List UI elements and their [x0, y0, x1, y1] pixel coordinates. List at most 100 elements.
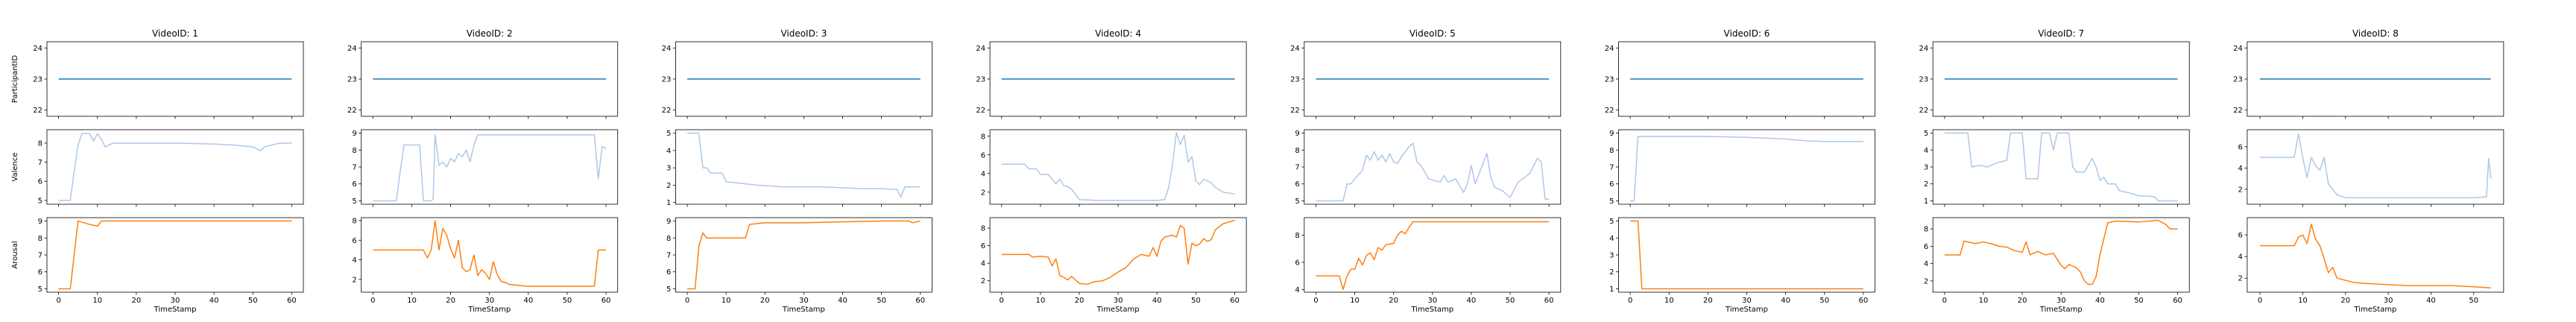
x-tick-label: 40	[523, 297, 533, 305]
y-tick-label: 4	[2238, 165, 2243, 173]
valence-series-line-video-3	[687, 132, 921, 198]
y-tick-label: 8	[1609, 147, 1614, 155]
y-tick-label: 23	[1290, 76, 1300, 84]
panel-valence-video-8: 2 4 6	[2238, 129, 2504, 207]
y-tick-label: 2	[1609, 268, 1614, 277]
y-tick-label: 5	[352, 198, 356, 206]
y-tick-label: 2	[2238, 275, 2243, 283]
x-tick-label: 30	[2056, 297, 2066, 305]
panel-valence-video-2: 5 6 7 8 9	[352, 129, 619, 207]
panel-arousal-video-2: 2 4 6 8 0 10 20 30 40 50 60 TimeStamp	[352, 217, 619, 314]
panel-arousal-video-5: 4 6 8 0 10 20 30 40 50 60 TimeStamp	[1295, 217, 1562, 314]
y-tick-label: 23	[976, 76, 985, 84]
y-tick-label: 7	[1609, 164, 1614, 172]
panel-valence-video-4: 2 4 6 8	[981, 129, 1247, 207]
y-tick-label: 9	[666, 218, 671, 226]
x-tick-label: 50	[1191, 297, 1201, 305]
y-tick-label: 8	[1924, 226, 1928, 234]
valence-series-line-video-4	[1001, 132, 1235, 201]
y-tick-label: 4	[1295, 286, 1299, 294]
y-tick-label: 7	[1295, 164, 1299, 172]
arousal-series-line-video-6	[1630, 220, 1863, 290]
y-tick-label: 22	[2233, 107, 2243, 115]
valence-series-line-video-8	[2260, 133, 2492, 199]
x-tick-label: 10	[92, 297, 102, 305]
y-tick-label: 7	[38, 252, 42, 260]
y-tick-label: 4	[666, 147, 671, 155]
axes-frame	[1304, 129, 1562, 205]
y-tick-label: 6	[2238, 143, 2243, 151]
panel-valence-video-3: 1 2 3 4 5	[666, 129, 932, 207]
x-tick-label: 0	[56, 297, 60, 305]
y-tick-label: 5	[666, 130, 671, 138]
y-tick-label: 4	[2238, 253, 2243, 262]
y-tick-label: 23	[1605, 76, 1614, 84]
y-tick-label: 6	[1295, 259, 1299, 268]
x-tick-label: 40	[209, 297, 219, 305]
x-tick-label: 30	[171, 297, 180, 305]
x-tick-label: 60	[1858, 297, 1868, 305]
arousal-series-line-video-3	[687, 220, 921, 290]
arousal-series-line-video-2	[373, 220, 607, 287]
x-tick-label: 10	[407, 297, 417, 305]
valence-series-line-video-1	[58, 133, 292, 201]
y-tick-label: 5	[1924, 130, 1928, 138]
x-tick-label: 40	[1467, 297, 1477, 305]
x-tick-label: 10	[2298, 297, 2308, 305]
y-tick-label: 9	[352, 130, 356, 138]
arousal-series-line-video-7	[1944, 219, 2178, 285]
x-tick-label: 40	[838, 297, 847, 305]
panel-arousal-video-1: 5 6 7 8 9 0 10 20 30 40 50 60 TimeStamp Arousal	[11, 217, 304, 314]
valence-series-line-video-5	[1316, 142, 1550, 202]
x-tick-label: 40	[2426, 297, 2436, 305]
y-tick-label: 6	[352, 180, 356, 189]
y-tick-label: 8	[1295, 232, 1299, 240]
y-tick-label: 5	[1295, 198, 1299, 206]
x-axis-label: TimeStamp	[1410, 306, 1453, 314]
y-tick-label: 5	[38, 285, 42, 294]
y-tick-label: 5	[1609, 198, 1614, 206]
y-tick-label: 24	[1605, 45, 1614, 53]
x-tick-label: 30	[1742, 297, 1752, 305]
y-axis-label: Valence	[11, 152, 19, 181]
y-tick-label: 24	[1290, 45, 1300, 53]
y-tick-label: 5	[38, 197, 42, 205]
y-tick-label: 6	[38, 178, 42, 186]
panel-title: VideoID: 6	[1724, 28, 1770, 39]
axes-frame	[46, 129, 304, 205]
y-tick-label: 4	[1924, 260, 1928, 268]
x-tick-label: 60	[287, 297, 297, 305]
axes-frame	[1932, 217, 2190, 293]
x-tick-label: 0	[1628, 297, 1632, 305]
x-tick-label: 0	[1942, 297, 1947, 305]
x-tick-label: 60	[2173, 297, 2182, 305]
x-tick-label: 0	[1313, 297, 1318, 305]
axes-frame	[1618, 217, 1875, 293]
x-tick-label: 60	[1544, 297, 1554, 305]
y-tick-label: 4	[1609, 235, 1614, 243]
y-tick-label: 8	[981, 225, 985, 233]
y-tick-label: 8	[352, 217, 356, 225]
x-tick-label: 40	[1152, 297, 1162, 305]
panel-title: VideoID: 8	[2352, 28, 2399, 39]
valence-series-line-video-2	[373, 134, 607, 202]
valence-series-line-video-7	[1944, 132, 2178, 202]
x-tick-label: 50	[2134, 297, 2144, 305]
x-tick-label: 40	[2095, 297, 2105, 305]
y-tick-label: 2	[981, 277, 985, 285]
y-tick-label: 23	[662, 76, 672, 84]
x-tick-label: 20	[760, 297, 770, 305]
axes-frame	[675, 129, 932, 205]
x-axis-label: TimeStamp	[2039, 306, 2083, 314]
y-tick-label: 9	[1609, 130, 1614, 138]
panel-participantid-video-3: 22 23 24 VideoID: 3	[662, 28, 932, 119]
x-tick-label: 50	[563, 297, 572, 305]
panel-valence-video-6: 5 6 7 8 9	[1609, 129, 1875, 207]
y-tick-label: 23	[1919, 76, 1928, 84]
y-axis-label: ParticipantID	[11, 55, 19, 103]
y-tick-label: 6	[981, 242, 985, 250]
y-tick-label: 2	[2238, 186, 2243, 195]
y-tick-label: 4	[981, 170, 985, 178]
axes-frame	[1304, 217, 1562, 293]
